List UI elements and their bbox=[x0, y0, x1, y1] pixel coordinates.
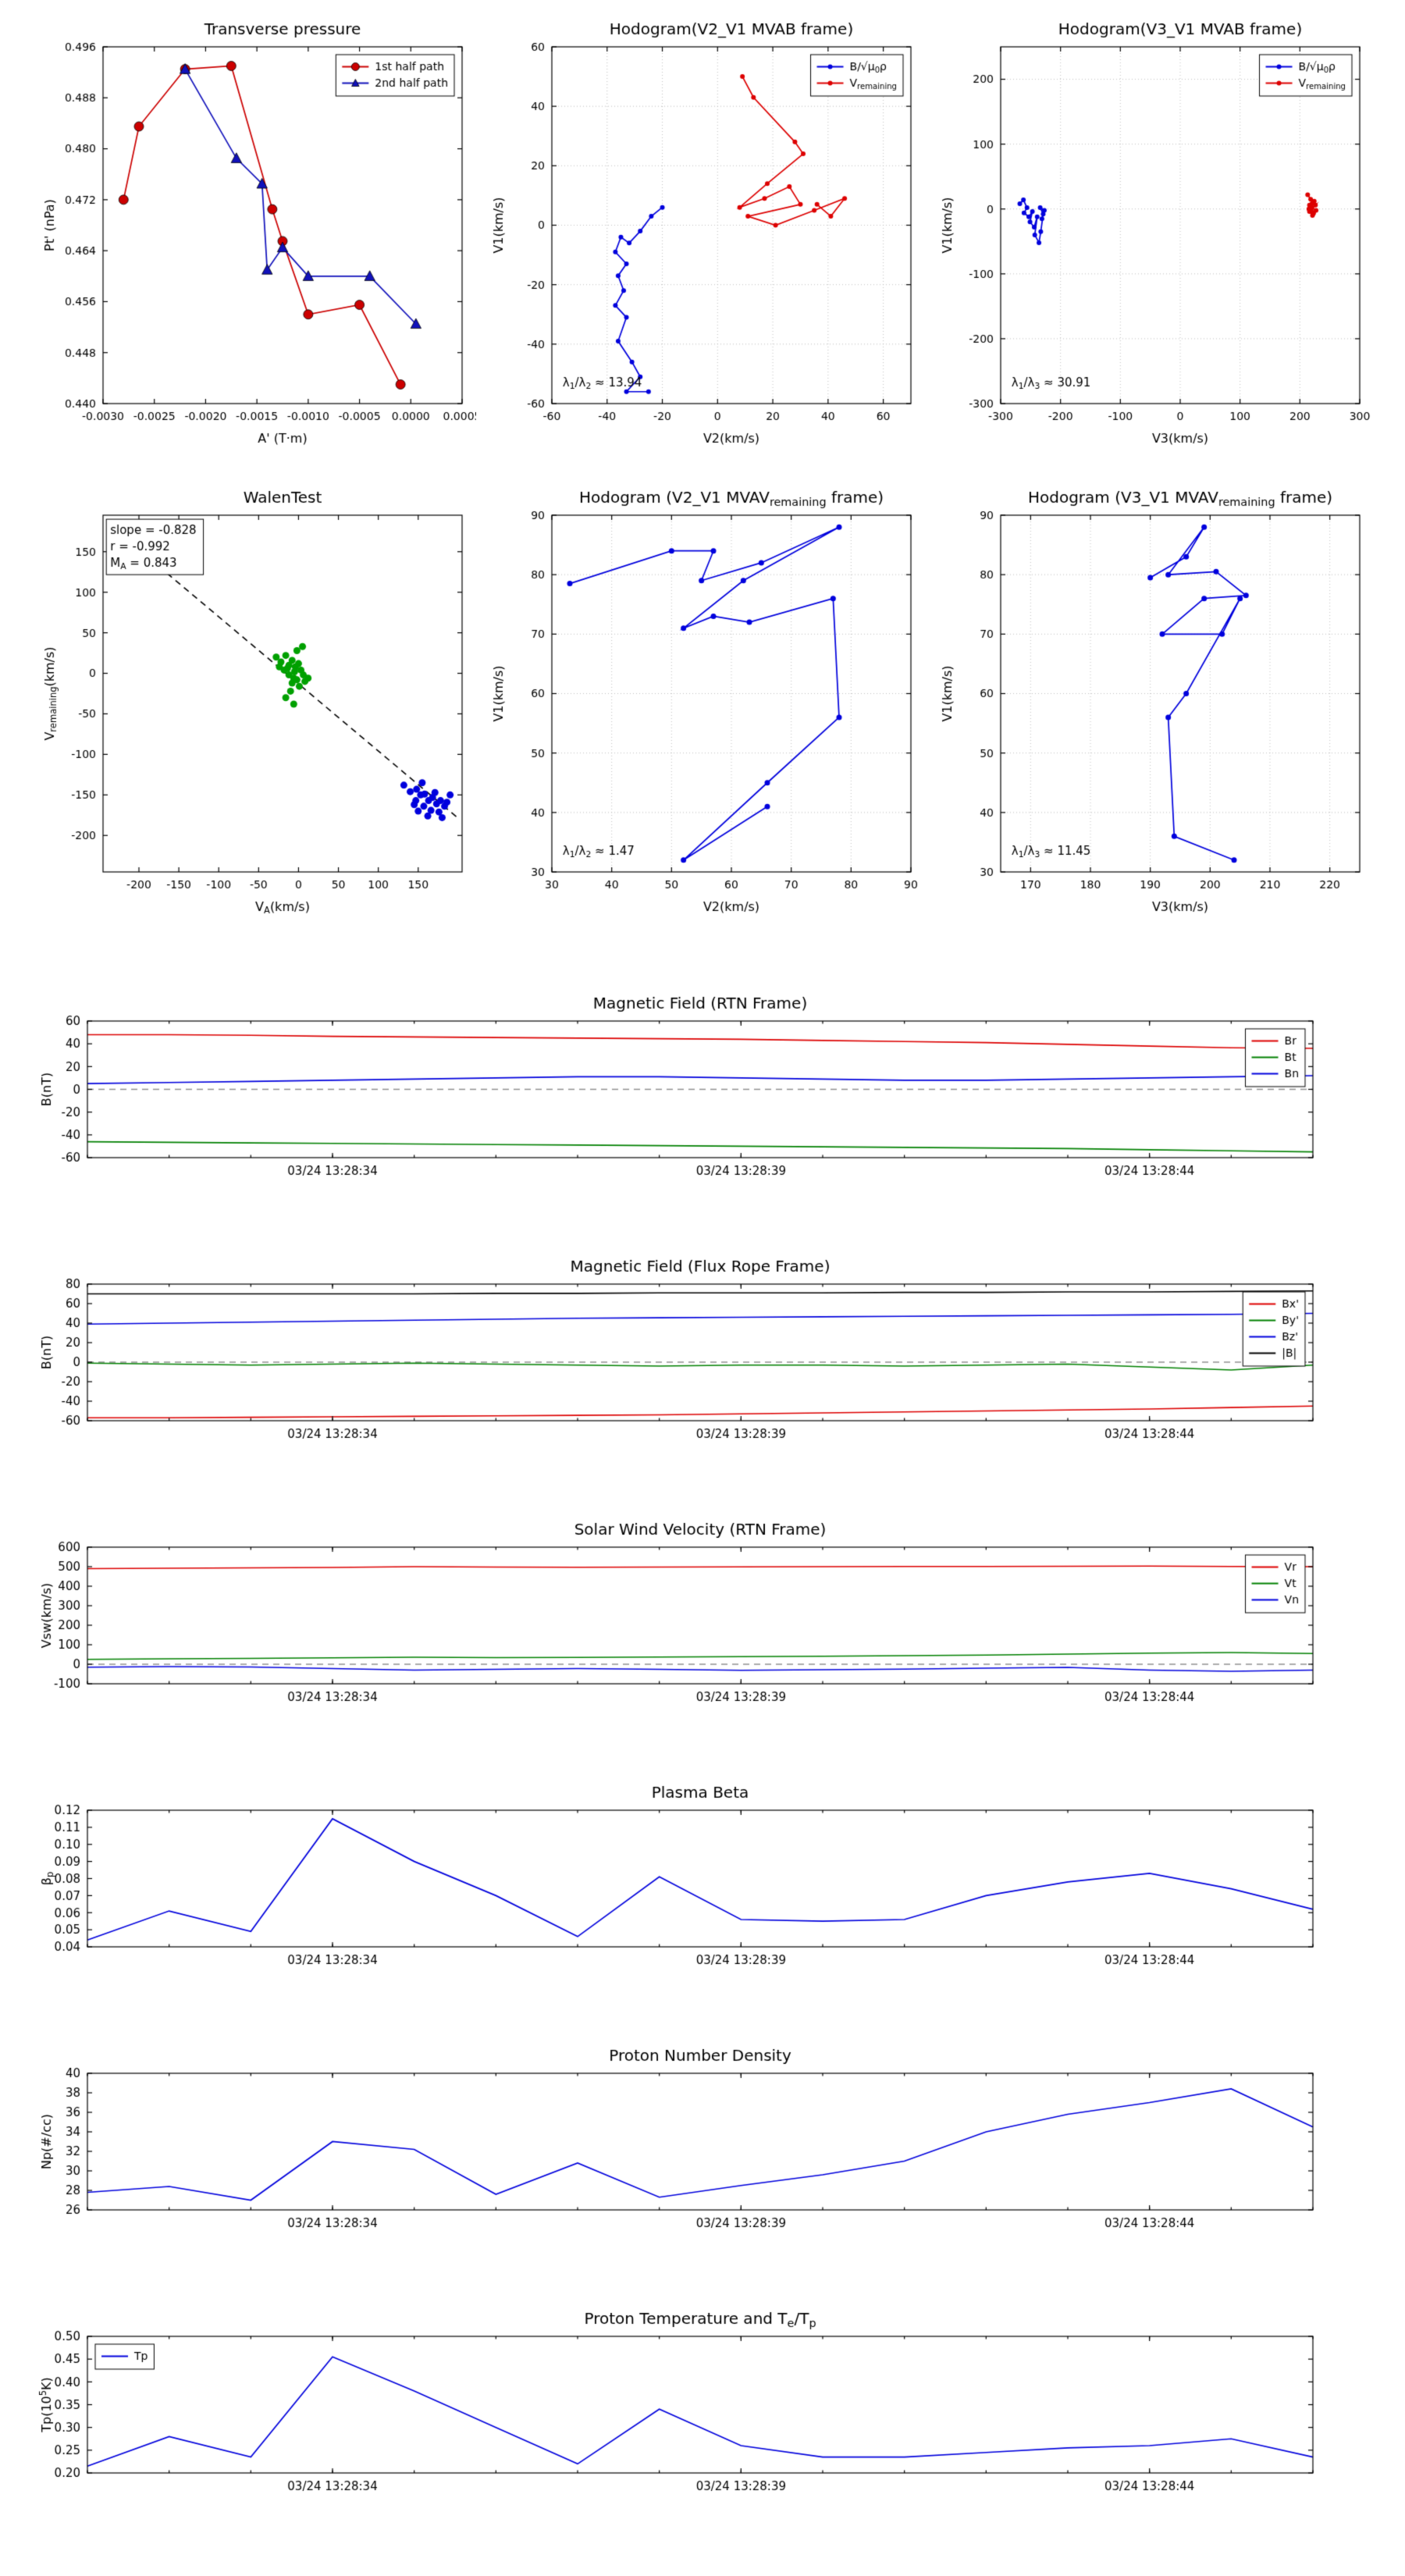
chart-hodogram-v2v1-mvab bbox=[480, 8, 925, 464]
chart-proton-temperature bbox=[31, 2299, 1374, 2521]
chart-magnetic-field-fluxrope bbox=[31, 1247, 1374, 1469]
walen-test-canvas bbox=[31, 476, 476, 933]
hodogram-v2v1-mvab-canvas bbox=[480, 8, 925, 464]
transverse-pressure-canvas bbox=[31, 8, 476, 464]
hodogram-v2v1-mvav-canvas bbox=[480, 476, 925, 933]
magnetic-field-rtn-canvas bbox=[31, 984, 1374, 1206]
chart-hodogram-v3v1-mvab bbox=[929, 8, 1374, 464]
chart-hodogram-v2v1-mvav bbox=[480, 476, 925, 933]
chart-plasma-beta bbox=[31, 1773, 1374, 1995]
plasma-beta-canvas bbox=[31, 1773, 1374, 1995]
proton-density-canvas bbox=[31, 2036, 1374, 2258]
chart-proton-density bbox=[31, 2036, 1374, 2258]
magnetic-field-fluxrope-canvas bbox=[31, 1247, 1374, 1469]
chart-magnetic-field-rtn bbox=[31, 984, 1374, 1206]
proton-temperature-canvas bbox=[31, 2299, 1374, 2521]
chart-walen-test bbox=[31, 476, 476, 933]
chart-hodogram-v3v1-mvav bbox=[929, 476, 1374, 933]
hodogram-v3v1-mvav-canvas bbox=[929, 476, 1374, 933]
hodogram-v3v1-mvab-canvas bbox=[929, 8, 1374, 464]
chart-solar-wind-velocity bbox=[31, 1510, 1374, 1732]
solar-wind-velocity-canvas bbox=[31, 1510, 1374, 1732]
chart-transverse-pressure bbox=[31, 8, 476, 464]
